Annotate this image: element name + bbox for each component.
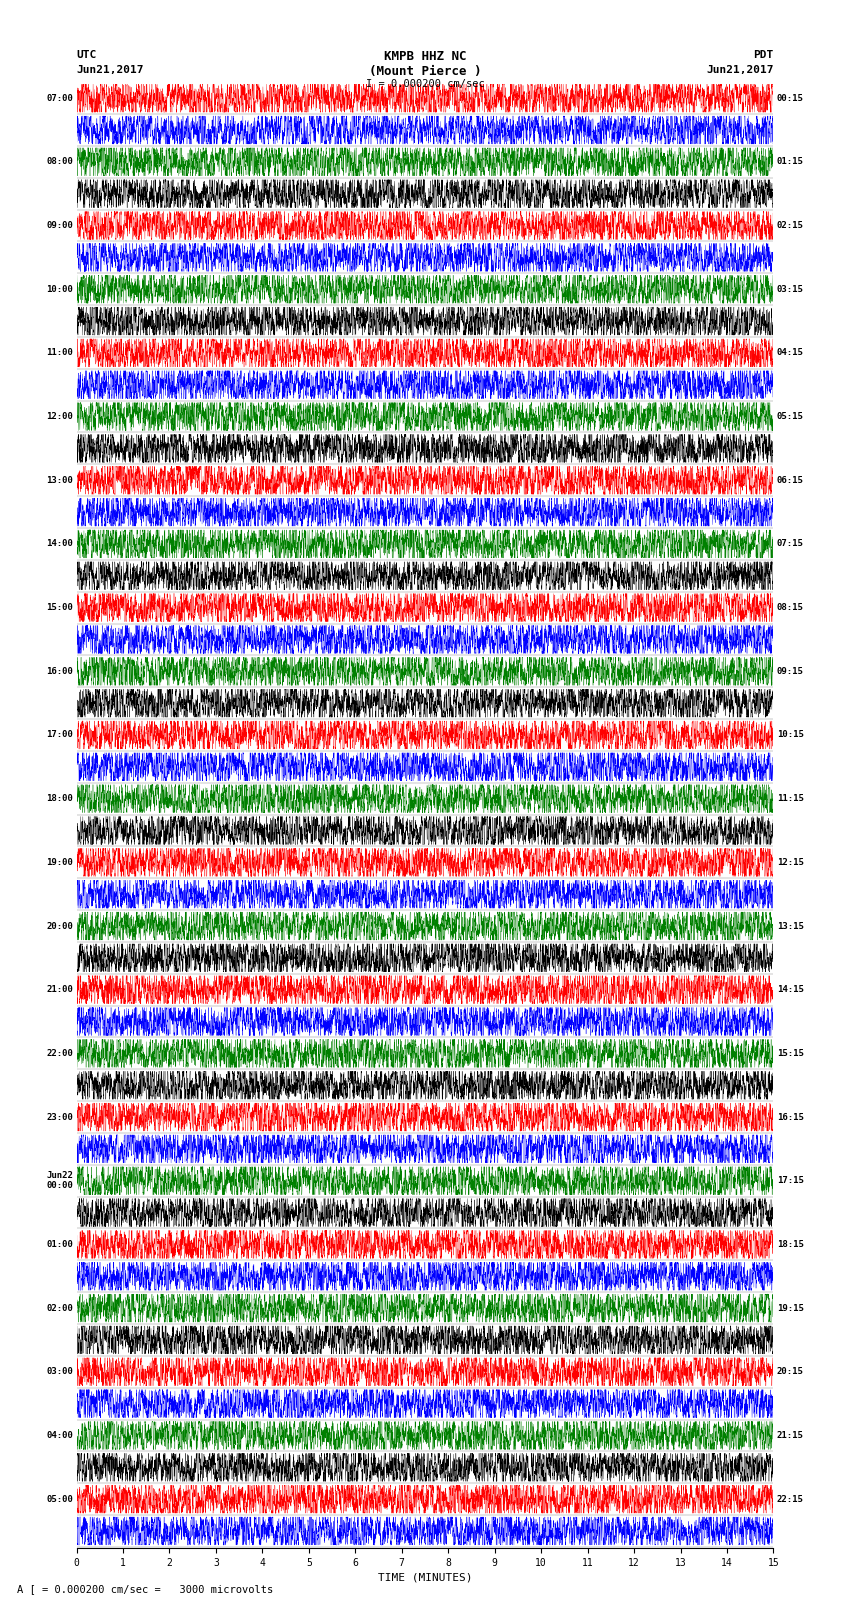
Text: UTC: UTC	[76, 50, 97, 60]
Text: 10:00: 10:00	[46, 286, 73, 294]
Text: (Mount Pierce ): (Mount Pierce )	[369, 65, 481, 77]
Text: 20:15: 20:15	[777, 1368, 804, 1376]
Text: 00:15: 00:15	[777, 94, 804, 103]
Text: 09:00: 09:00	[46, 221, 73, 231]
Text: 16:15: 16:15	[777, 1113, 804, 1121]
Text: 21:00: 21:00	[46, 986, 73, 994]
Text: 02:15: 02:15	[777, 221, 804, 231]
Text: 13:00: 13:00	[46, 476, 73, 486]
Text: 14:15: 14:15	[777, 986, 804, 994]
Text: 04:00: 04:00	[46, 1431, 73, 1440]
Text: 09:15: 09:15	[777, 666, 804, 676]
Text: 04:15: 04:15	[777, 348, 804, 358]
Text: 19:15: 19:15	[777, 1303, 804, 1313]
Text: 03:00: 03:00	[46, 1368, 73, 1376]
Text: A [ = 0.000200 cm/sec =   3000 microvolts: A [ = 0.000200 cm/sec = 3000 microvolts	[17, 1584, 273, 1594]
Text: 23:00: 23:00	[46, 1113, 73, 1121]
Text: 19:00: 19:00	[46, 858, 73, 866]
Text: 18:00: 18:00	[46, 794, 73, 803]
Text: PDT: PDT	[753, 50, 774, 60]
Text: 10:15: 10:15	[777, 731, 804, 739]
Text: Jun22
00:00: Jun22 00:00	[46, 1171, 73, 1190]
Text: 12:15: 12:15	[777, 858, 804, 866]
Text: 08:00: 08:00	[46, 158, 73, 166]
Text: 16:00: 16:00	[46, 666, 73, 676]
Text: Jun21,2017: Jun21,2017	[76, 65, 144, 74]
Text: 11:15: 11:15	[777, 794, 804, 803]
Text: 05:00: 05:00	[46, 1495, 73, 1503]
Text: 06:15: 06:15	[777, 476, 804, 486]
Text: 13:15: 13:15	[777, 921, 804, 931]
Text: 12:00: 12:00	[46, 411, 73, 421]
Text: 03:15: 03:15	[777, 286, 804, 294]
Text: 22:00: 22:00	[46, 1048, 73, 1058]
Text: 01:00: 01:00	[46, 1240, 73, 1248]
Text: 18:15: 18:15	[777, 1240, 804, 1248]
Text: 21:15: 21:15	[777, 1431, 804, 1440]
Text: 02:00: 02:00	[46, 1303, 73, 1313]
Text: KMPB HHZ NC: KMPB HHZ NC	[383, 50, 467, 63]
Text: 08:15: 08:15	[777, 603, 804, 611]
Text: 15:00: 15:00	[46, 603, 73, 611]
X-axis label: TIME (MINUTES): TIME (MINUTES)	[377, 1573, 473, 1582]
Text: 22:15: 22:15	[777, 1495, 804, 1503]
Text: 07:00: 07:00	[46, 94, 73, 103]
Text: 01:15: 01:15	[777, 158, 804, 166]
Text: 15:15: 15:15	[777, 1048, 804, 1058]
Text: 11:00: 11:00	[46, 348, 73, 358]
Text: 07:15: 07:15	[777, 539, 804, 548]
Text: Jun21,2017: Jun21,2017	[706, 65, 774, 74]
Text: 17:00: 17:00	[46, 731, 73, 739]
Text: 20:00: 20:00	[46, 921, 73, 931]
Text: 05:15: 05:15	[777, 411, 804, 421]
Text: I = 0.000200 cm/sec: I = 0.000200 cm/sec	[366, 79, 484, 89]
Text: 17:15: 17:15	[777, 1176, 804, 1186]
Text: 14:00: 14:00	[46, 539, 73, 548]
